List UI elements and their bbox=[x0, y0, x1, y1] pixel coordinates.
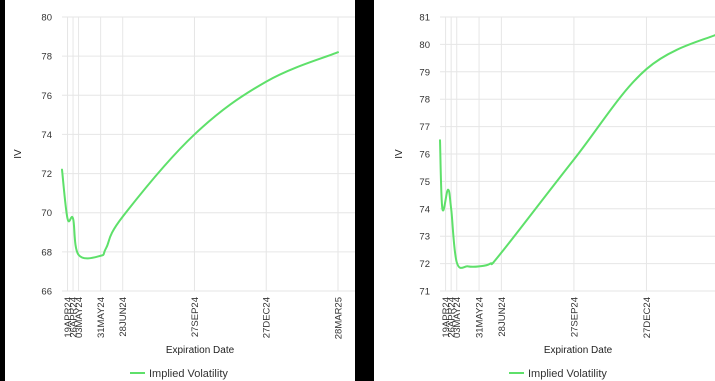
y-tick-label: 78 bbox=[419, 95, 430, 106]
x-tick-label: 28MAR25 bbox=[334, 297, 345, 339]
x-tick-label: 27SEP24 bbox=[190, 297, 201, 337]
y-tick-label: 77 bbox=[419, 122, 430, 133]
series-line-implied-volatility bbox=[61, 51, 339, 260]
iv-chart-right: 71 72 73 74 75 76 77 78 79 80 81 19APR2426APR2403MA… bbox=[394, 13, 715, 380]
y-tick-label: 72 bbox=[419, 259, 430, 270]
x-tick-label: 03MAY24 bbox=[74, 297, 85, 338]
series-line-implied-volatility bbox=[439, 34, 715, 269]
x-axis-title: Expiration Date bbox=[166, 345, 235, 356]
legend[interactable]: Implied Volatility bbox=[509, 368, 607, 380]
y-tick-label: 80 bbox=[41, 13, 52, 24]
x-tick-label: 27DEC24 bbox=[262, 297, 273, 338]
y-axis-title: IV bbox=[13, 149, 24, 159]
y-axis-title: IV bbox=[394, 149, 405, 159]
x-tick-label: 27DEC24 bbox=[642, 297, 653, 338]
x-tick-label: 28JUN24 bbox=[118, 297, 129, 337]
chart-panel-right: 71 72 73 74 75 76 77 78 79 80 81 19APR24 26APR24 03MA… bbox=[374, 0, 715, 381]
y-tick-label: 76 bbox=[419, 150, 430, 161]
y-tick-label: 74 bbox=[419, 204, 430, 215]
y-tick-label: 76 bbox=[41, 91, 52, 102]
y-tick-label: 81 bbox=[419, 13, 430, 24]
x-tick-label: 31MAY24 bbox=[475, 297, 486, 338]
y-tick-label: 75 bbox=[419, 177, 430, 188]
legend[interactable]: Implied Volatility bbox=[130, 368, 228, 380]
y-tick-label: 74 bbox=[41, 130, 52, 141]
x-tick-label: 27SEP24 bbox=[569, 297, 580, 337]
y-tick-label: 71 bbox=[419, 287, 430, 298]
y-tick-label: 66 bbox=[41, 287, 52, 298]
y-tick-label: 80 bbox=[419, 40, 430, 51]
x-tick-label: 19APR24 bbox=[441, 297, 452, 338]
y-tick-label: 73 bbox=[419, 232, 430, 243]
x-tick-label: 31MAY24 bbox=[96, 297, 107, 338]
y-tick-label: 72 bbox=[41, 169, 52, 180]
chart-panel-left: 66 68 70 72 74 76 78 80 19APR24 26APR24 03MAY24 31M… bbox=[5, 0, 355, 381]
x-tick-label: 26APR24 bbox=[69, 297, 80, 338]
x-tick-label: 26APR24 bbox=[447, 297, 458, 338]
x-tick-label: 19APR24 bbox=[63, 297, 74, 338]
legend-label: Implied Volatility bbox=[528, 368, 607, 380]
y-tick-label: 79 bbox=[419, 67, 430, 78]
x-tick-label: 28JUN24 bbox=[497, 297, 508, 337]
y-tick-label: 68 bbox=[41, 247, 52, 258]
x-tick-label: 03MAY24 bbox=[452, 297, 463, 338]
x-axis-title: Expiration Date bbox=[544, 345, 613, 356]
y-tick-label: 78 bbox=[41, 52, 52, 63]
y-tick-label: 70 bbox=[41, 208, 52, 219]
legend-label: Implied Volatility bbox=[149, 368, 228, 380]
